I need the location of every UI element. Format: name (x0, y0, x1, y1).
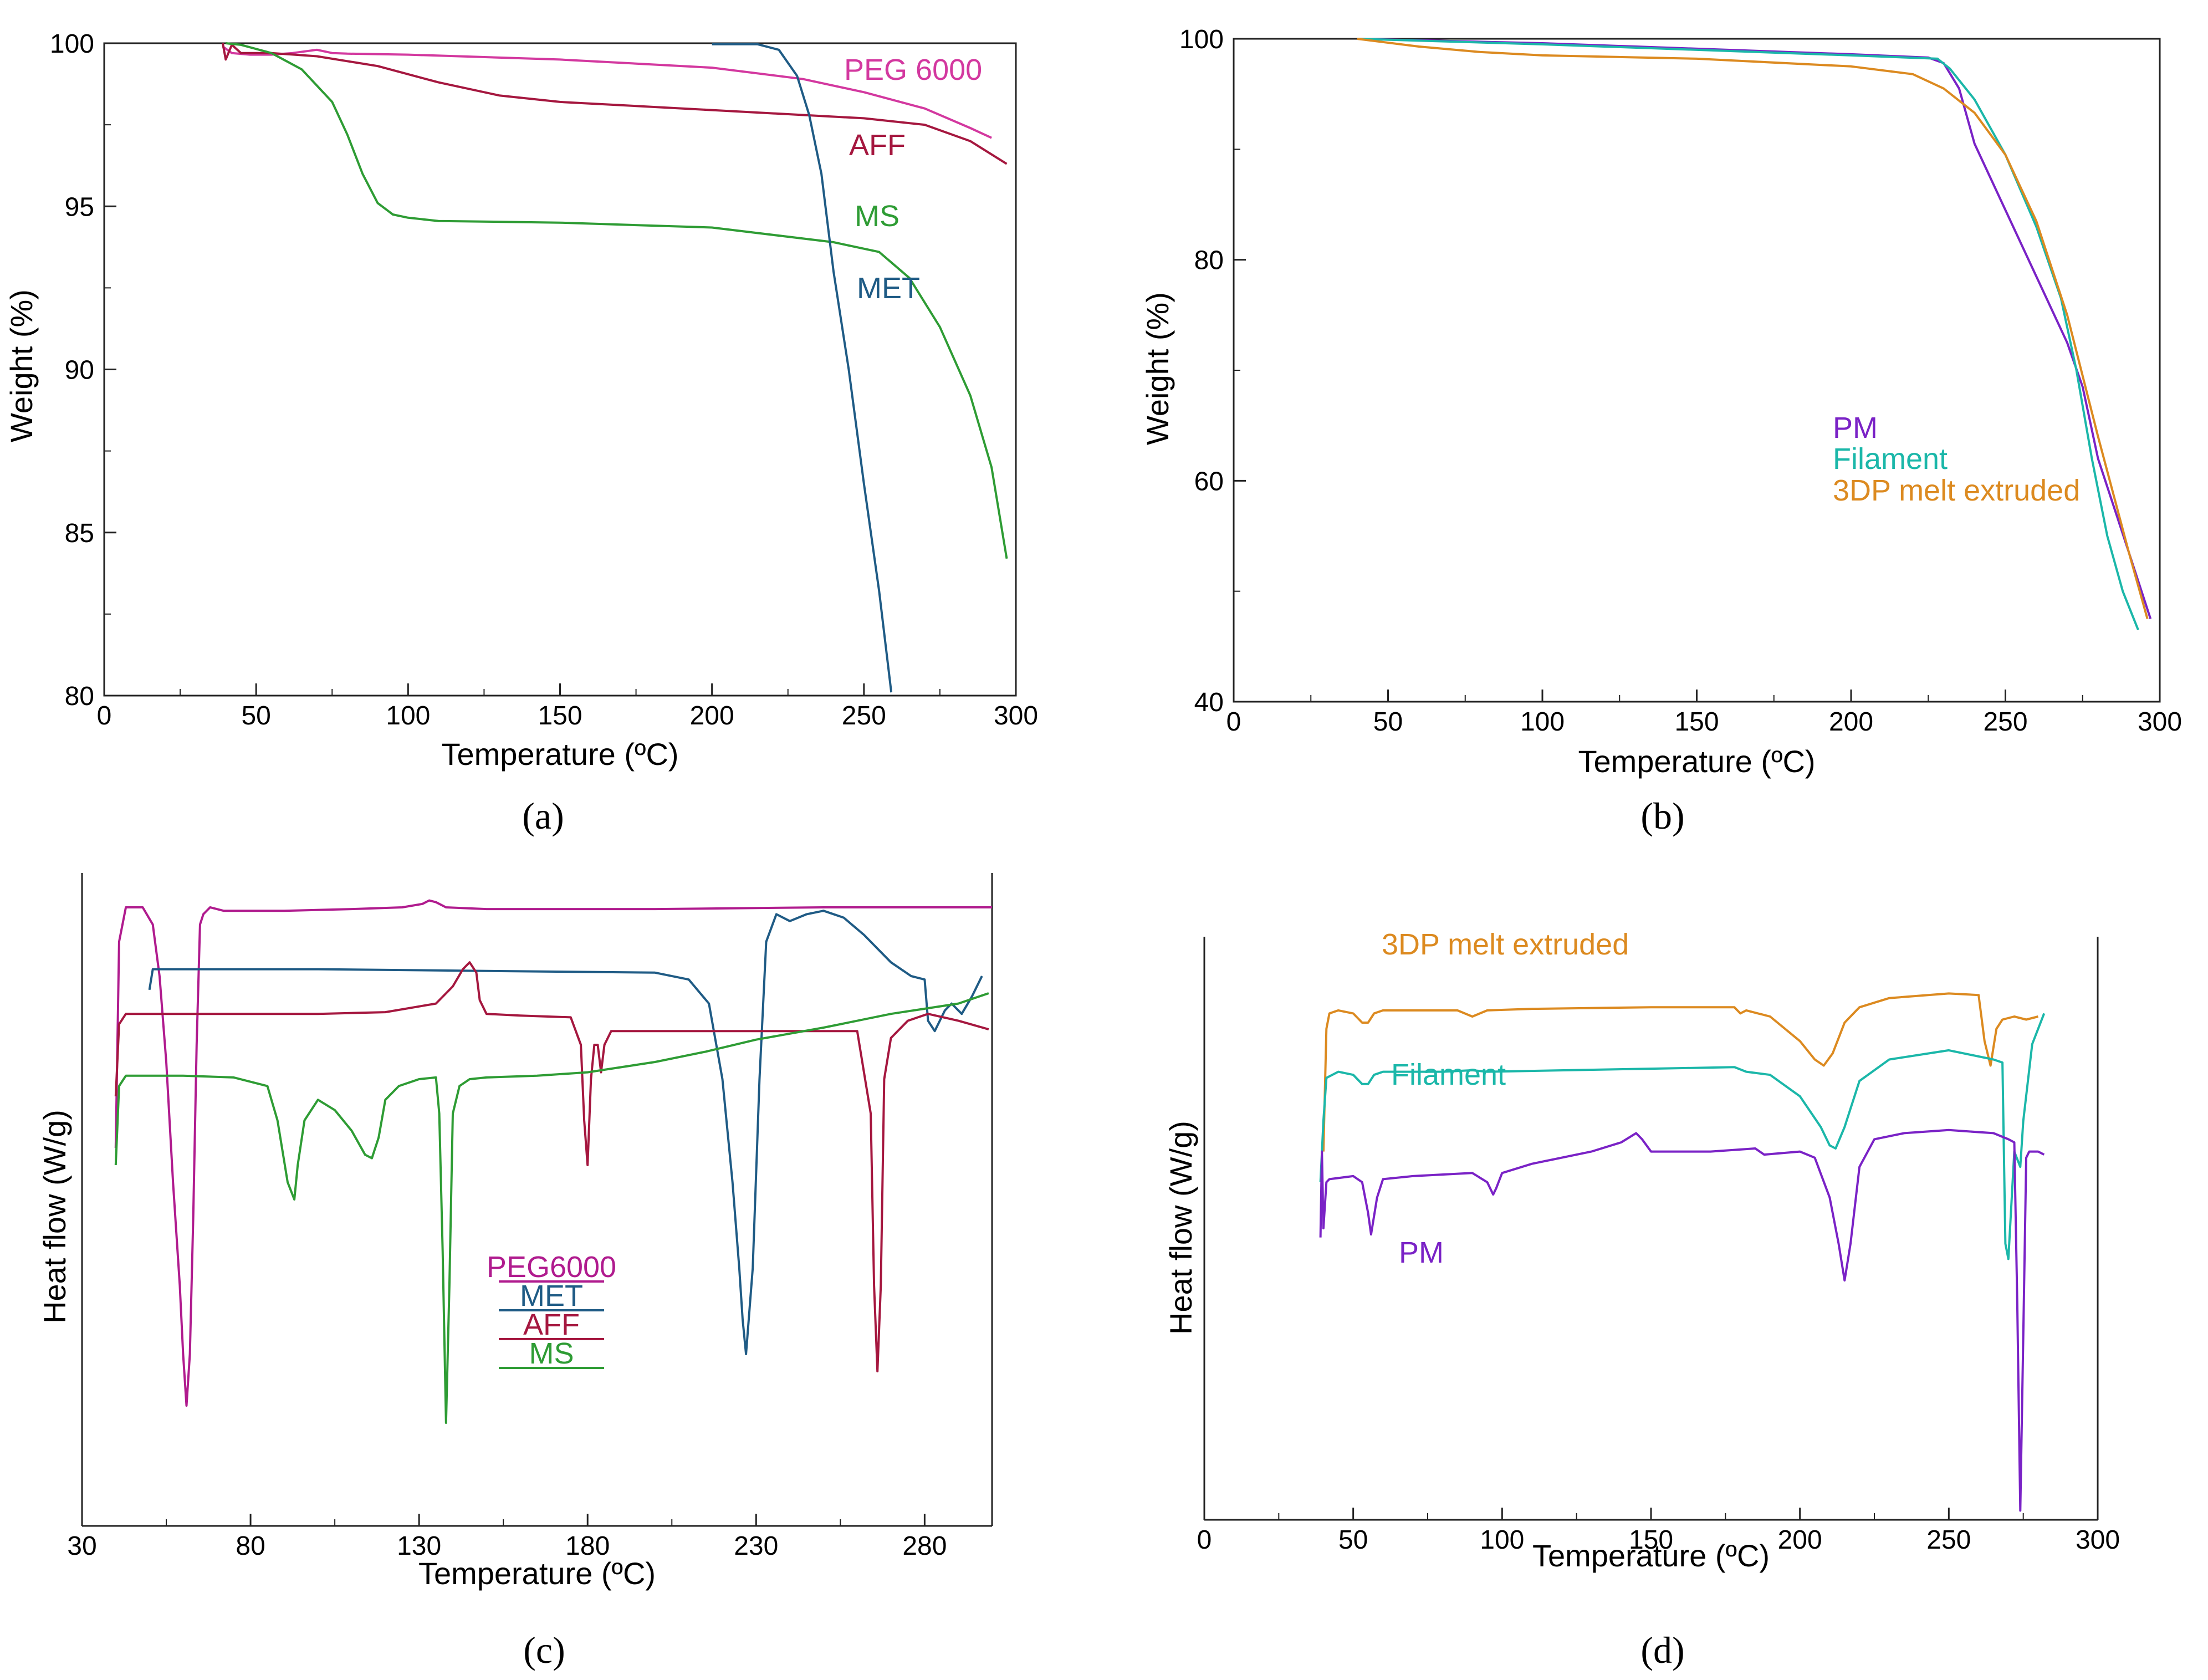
x-tick-label: 200 (690, 701, 734, 731)
legend-label-peg6000: PEG6000 (487, 1250, 616, 1284)
x-tick-label: 80 (236, 1531, 265, 1561)
y-tick-label: 100 (1179, 25, 1224, 54)
x-tick-label: 250 (842, 701, 886, 731)
x-tick-label: 130 (397, 1531, 441, 1561)
series-label-met: MET (857, 272, 920, 305)
x-tick-label: 300 (2138, 707, 2182, 737)
x-tick-label: 150 (538, 701, 582, 731)
x-tick-label: 180 (565, 1531, 610, 1561)
series-label-ms: MS (855, 200, 899, 233)
x-tick-label: 100 (1480, 1525, 1524, 1555)
series-line-pm (1357, 38, 2152, 620)
x-tick-label: 30 (67, 1531, 96, 1561)
x-tick-label: 50 (1373, 707, 1403, 737)
series-label-peg-6000: PEG 6000 (844, 53, 982, 86)
x-tick-label: 250 (1983, 707, 2027, 737)
series-line-met (712, 43, 893, 693)
x-tick-label: 0 (1226, 707, 1241, 737)
panel-label: (d) (1640, 1629, 1684, 1671)
x-tick-label: 150 (1629, 1525, 1673, 1555)
y-tick-label: 100 (50, 29, 94, 59)
x-tick-label: 300 (2076, 1525, 2120, 1555)
y-tick-label: 85 (65, 519, 94, 548)
x-tick-label: 100 (386, 701, 430, 731)
x-tick-label: 50 (241, 701, 270, 731)
panel-c: 30 80 130 180 230 280 Temperature (ºC) Heat flo… (37, 873, 993, 1671)
series-label-3dp-melt-extruded: 3DP melt extruded (1833, 474, 2080, 507)
x-axis-label: Temperature (ºC) (441, 737, 678, 772)
x-tick-label: 50 (1338, 1525, 1368, 1555)
x-axis-label: Temperature (ºC) (1578, 744, 1815, 779)
series-line-peg-6000 (222, 45, 992, 139)
series-label-pm: PM (1399, 1236, 1444, 1269)
x-tick-label: 280 (902, 1531, 947, 1561)
legend-label-aff: AFF (523, 1308, 580, 1341)
series-label-filament: Filament (1391, 1058, 1506, 1091)
series-line-filament (1319, 1013, 2046, 1260)
y-tick-label: 60 (1194, 467, 1224, 496)
series-line-ms (114, 992, 989, 1424)
y-tick-label: 90 (65, 356, 94, 385)
series-line-3dp-melt-extruded (1322, 992, 2038, 1152)
x-tick-label: 200 (1829, 707, 1873, 737)
series-label-aff: AFF (849, 129, 906, 162)
series-label-3dp-melt-extruded: 3DP melt extruded (1382, 928, 1629, 961)
x-tick-label: 0 (1197, 1525, 1212, 1555)
panel-b: 0 50 100 150 200 250 300 40 60 80 100 Temperature (… (1140, 25, 2182, 837)
y-tick-label: 80 (65, 682, 94, 711)
series-line-aff (114, 961, 989, 1372)
x-tick-label: 200 (1778, 1525, 1822, 1555)
series-line-pm (1319, 1128, 2045, 1512)
panel-d: 0 50 100 150 200 250 300 Temperature (ºC) Heat f… (1163, 928, 2120, 1671)
series-line-ms (226, 42, 1008, 559)
series-line-aff (221, 43, 1008, 165)
y-axis-label: Weight (%) (1140, 292, 1175, 445)
y-axis-label: Heat flow (W/g) (37, 1110, 72, 1324)
x-axis-label: Temperature (ºC) (418, 1556, 656, 1591)
x-tick-label: 100 (1520, 707, 1565, 737)
y-axis-label: Heat flow (W/g) (1163, 1121, 1198, 1335)
series-label-filament: Filament (1833, 442, 1948, 476)
y-axis-label: Weight (%) (4, 289, 39, 442)
plot-frame (1233, 38, 2161, 703)
x-axis-label: Temperature (ºC) (1532, 1538, 1770, 1573)
legend-label-ms: MS (529, 1337, 574, 1370)
panel-label: (b) (1640, 795, 1684, 837)
series-line-peg6000 (114, 899, 992, 1407)
series-line-met (148, 910, 983, 1355)
y-tick-label: 95 (65, 192, 94, 222)
x-tick-label: 300 (994, 701, 1038, 731)
panel-a: 0 50 100 150 200 250 300 80 85 90 95 100 Temperature… (4, 29, 1038, 837)
series-line-3dp-melt-extruded (1357, 38, 2149, 620)
legend-label-met: MET (520, 1279, 583, 1313)
series-line-filament (1357, 38, 2139, 631)
x-tick-label: 150 (1674, 707, 1719, 737)
y-tick-label: 80 (1194, 246, 1224, 275)
x-tick-label: 0 (97, 701, 112, 731)
panel-label: (c) (523, 1629, 565, 1671)
panel-label: (a) (522, 795, 564, 837)
x-tick-label: 230 (734, 1531, 778, 1561)
y-tick-label: 40 (1194, 688, 1224, 717)
series-label-pm: PM (1833, 411, 1878, 445)
x-tick-label: 250 (1926, 1525, 1971, 1555)
